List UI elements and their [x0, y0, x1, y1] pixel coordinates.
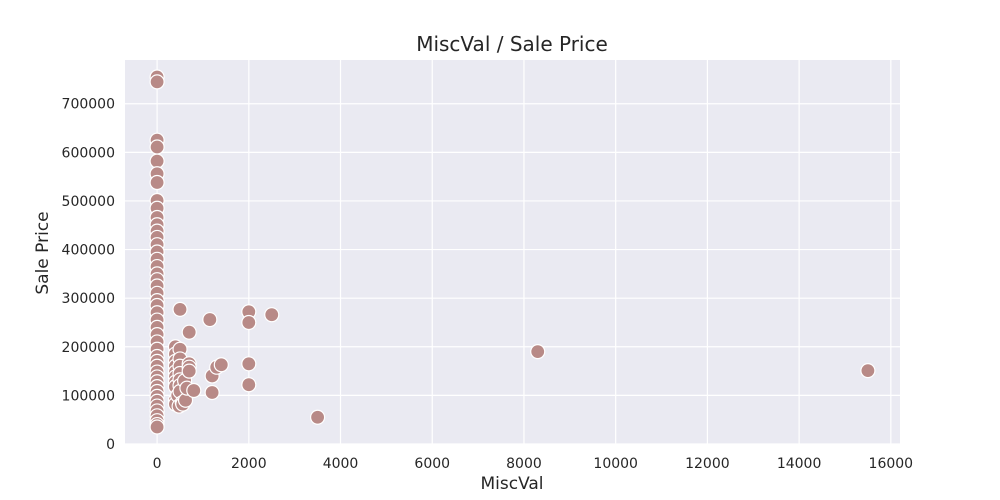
y-tick-label: 600000 — [62, 145, 115, 161]
data-point — [204, 384, 220, 401]
x-tick-label: 14000 — [777, 456, 822, 472]
data-point — [860, 363, 876, 379]
data-points — [149, 69, 876, 435]
plot-area — [125, 60, 900, 444]
y-tick-label: 400000 — [62, 243, 115, 259]
data-point — [241, 314, 257, 331]
data-point — [530, 344, 546, 360]
y-tick-label: 0 — [106, 437, 115, 453]
data-point — [149, 153, 165, 169]
data-point — [149, 139, 165, 155]
gridlines — [125, 60, 900, 445]
chart-title: MiscVal / Sale Price — [416, 32, 608, 56]
data-point — [241, 377, 257, 393]
y-tick-label: 700000 — [62, 97, 115, 113]
data-point — [149, 174, 165, 191]
x-tick-label: 6000 — [414, 456, 450, 472]
data-point — [181, 324, 197, 340]
x-axis-label: MiscVal — [480, 474, 543, 494]
data-point — [149, 419, 165, 435]
x-tick-label: 16000 — [869, 456, 914, 472]
data-point — [241, 356, 257, 372]
x-tick-label: 8000 — [506, 456, 542, 472]
x-tick-label: 12000 — [685, 456, 730, 472]
data-point — [186, 382, 202, 399]
y-tick-label: 100000 — [62, 388, 115, 404]
x-tick-label: 4000 — [323, 456, 359, 472]
y-tick-label: 300000 — [62, 291, 115, 307]
y-tick-label: 500000 — [62, 194, 115, 210]
data-point — [172, 301, 188, 317]
x-axis-ticks: 0 2000 4000 6000 8000 10000 12000 14000 16000 — [153, 456, 913, 472]
y-axis-ticks: 0 100000 200000 300000 400000 500000 600000 700… — [62, 97, 115, 453]
x-tick-label: 0 — [153, 456, 162, 472]
data-point — [202, 311, 218, 328]
data-point — [213, 357, 229, 373]
data-point — [264, 307, 280, 323]
data-point — [181, 363, 197, 379]
x-tick-label: 10000 — [593, 456, 638, 472]
y-tick-label: 200000 — [62, 340, 115, 356]
data-point — [149, 74, 165, 90]
y-axis-label: Sale Price — [33, 211, 53, 294]
x-tick-label: 2000 — [231, 456, 267, 472]
data-point — [310, 409, 326, 425]
